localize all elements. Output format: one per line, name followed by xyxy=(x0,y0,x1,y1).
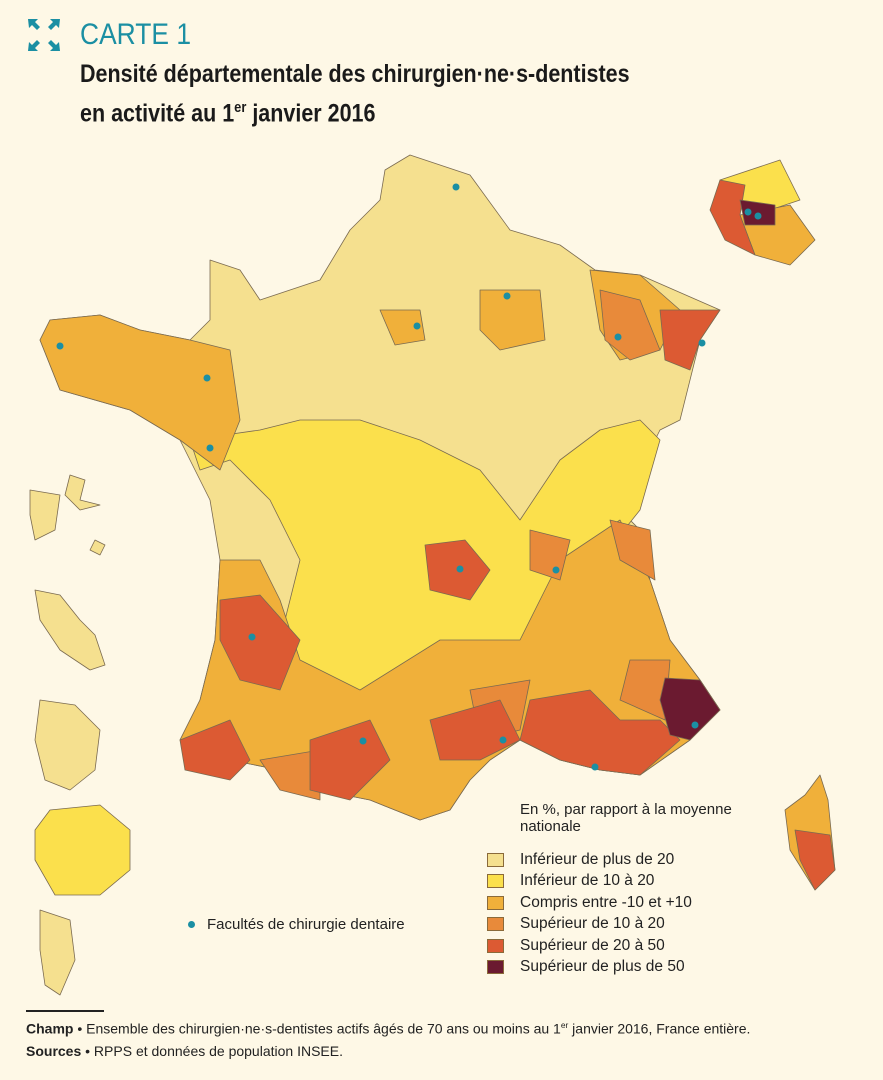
faculty-dot xyxy=(359,737,367,745)
expand-icon[interactable] xyxy=(26,17,62,53)
legend-item: Supérieur de 10 à 20 xyxy=(487,914,692,936)
champ-note: Champ • Ensemble des chirurgien·ne·s-den… xyxy=(26,1020,751,1037)
region-west xyxy=(39,314,241,471)
legend-label: Supérieur de 10 à 20 xyxy=(520,915,665,933)
faculty-dot xyxy=(499,736,507,744)
divider xyxy=(26,1010,104,1012)
faculty-dot-icon xyxy=(188,921,195,928)
legend-item: Supérieur de 20 à 50 xyxy=(487,935,692,957)
faculty-dots xyxy=(56,183,762,771)
legend: Inférieur de plus de 20 Inférieur de 10 à… xyxy=(487,849,692,978)
legend-item: Inférieur de plus de 20 xyxy=(487,849,692,871)
faculty-dot xyxy=(698,339,706,347)
region-red xyxy=(179,309,721,801)
faculty-dot xyxy=(248,633,256,641)
faculty-dot xyxy=(614,333,622,341)
faculties-legend: Facultés de chirurgie dentaire xyxy=(188,916,405,933)
faculty-dot xyxy=(456,565,464,573)
faculty-dot xyxy=(691,721,699,729)
faculty-dot xyxy=(452,183,460,191)
legend-heading: En %, par rapport à la moyenne nationale xyxy=(520,801,732,835)
legend-label: Compris entre -10 et +10 xyxy=(520,893,692,911)
mayotte xyxy=(39,909,76,996)
faculty-dot xyxy=(552,566,560,574)
legend-swatch xyxy=(487,960,504,975)
martinique xyxy=(34,589,106,671)
reunion xyxy=(34,804,131,896)
legend-label: Inférieur de plus de 20 xyxy=(520,850,675,868)
legend-swatch xyxy=(487,852,504,867)
legend-label: Supérieur de 20 à 50 xyxy=(520,936,665,954)
faculty-dot xyxy=(744,208,752,216)
page-title: Densité départementale des chirurgien·ne… xyxy=(80,60,630,128)
sources-note: Sources • RPPS et données de population … xyxy=(26,1043,343,1059)
faculty-dot xyxy=(56,342,64,350)
legend-label: Inférieur de 10 à 20 xyxy=(520,872,655,890)
faculty-dot xyxy=(591,763,599,771)
faculty-dot xyxy=(503,292,511,300)
region-orange xyxy=(259,289,671,801)
legend-label: Supérieur de plus de 50 xyxy=(520,958,685,976)
region-alpes-maritimes xyxy=(659,677,721,741)
legend-swatch xyxy=(487,895,504,910)
legend-item: Compris entre -10 et +10 xyxy=(487,892,692,914)
faculty-dot xyxy=(754,212,762,220)
legend-swatch xyxy=(487,938,504,953)
legend-item: Inférieur de 10 à 20 xyxy=(487,871,692,893)
faculty-dot xyxy=(413,322,421,330)
guyane xyxy=(34,699,101,791)
legend-swatch xyxy=(487,917,504,932)
guadeloupe xyxy=(29,474,106,556)
legend-item: Supérieur de plus de 50 xyxy=(487,957,692,979)
faculty-dot xyxy=(206,444,214,452)
legend-swatch xyxy=(487,874,504,889)
faculty-dot xyxy=(203,374,211,382)
map-label: CARTE 1 xyxy=(80,18,192,51)
